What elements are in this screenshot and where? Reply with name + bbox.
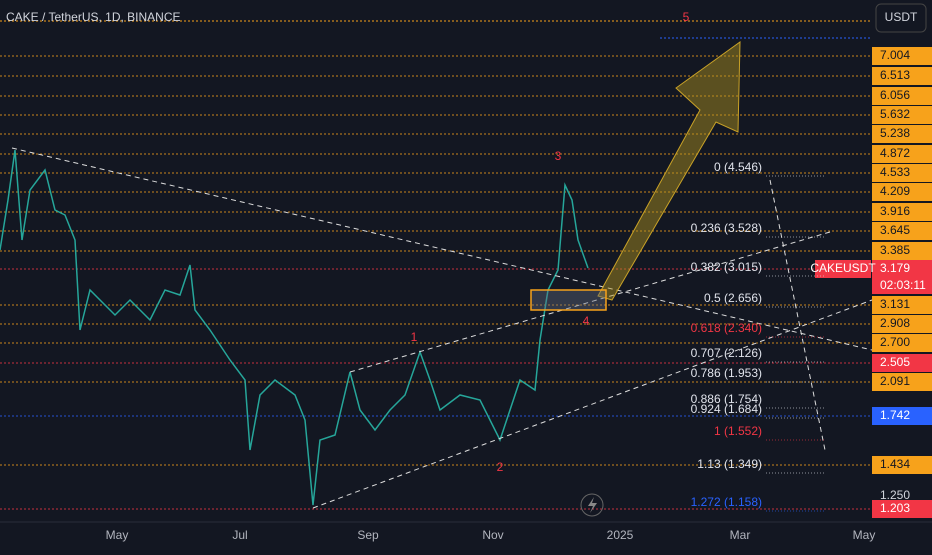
price-tag	[872, 67, 932, 85]
price-tag	[872, 47, 932, 65]
symbol-tag-label: CAKEUSDT	[810, 261, 876, 275]
price-tag	[872, 125, 932, 143]
price-tag-label: 5.632	[880, 107, 910, 121]
price-tag	[872, 87, 932, 105]
lightning-glyph	[588, 497, 597, 513]
price-tag-label: 5.238	[880, 126, 910, 140]
fib-label: 0.924 (1.684)	[691, 402, 762, 416]
price-tag	[872, 373, 932, 391]
price-tag	[872, 242, 932, 260]
fib-label: 0.236 (3.528)	[691, 221, 762, 235]
price-tag	[872, 334, 932, 352]
fib-label: 0.5 (2.656)	[704, 291, 762, 305]
price-tag	[872, 296, 932, 314]
time-label: Mar	[730, 528, 751, 542]
price-tag-label: 2.908	[880, 316, 910, 330]
fib-label: 0.786 (1.953)	[691, 366, 762, 380]
wave-label: 5	[683, 10, 690, 24]
fib-label: 0 (4.546)	[714, 160, 762, 174]
symbol-title: CAKE / TetherUS, 1D, BINANCE	[6, 10, 181, 24]
time-label: Sep	[357, 528, 379, 542]
trendline	[11, 147, 873, 351]
price-tag	[872, 222, 932, 240]
fib-label: 1.272 (1.158)	[691, 495, 762, 509]
price-tag-label: 2.505	[880, 355, 910, 369]
wave-label: 3	[555, 149, 562, 163]
price-tag	[872, 203, 932, 221]
price-tag-label: 1.250	[880, 488, 910, 502]
channel-lower	[312, 299, 873, 509]
price-tag-label: 7.004	[880, 48, 910, 62]
lightning-icon[interactable]	[580, 493, 604, 517]
fib-label: 0.707 (2.126)	[691, 346, 762, 360]
channel-upper	[349, 231, 831, 373]
price-tag-label: 2.091	[880, 374, 910, 388]
price-tag-label: 3.179	[880, 261, 910, 275]
level-lines	[0, 20, 872, 510]
price-tag	[872, 354, 932, 372]
price-tag	[872, 106, 932, 124]
price-tag-label: 3.645	[880, 223, 910, 237]
countdown: 02:03:11	[880, 278, 926, 292]
price-tag-label: 3.131	[880, 297, 910, 311]
price-axis: 7.004 6.513 6.056 5.632 5.238 4.872 4.533 4.209…	[810, 47, 932, 518]
fib-diagonal	[769, 179, 826, 451]
price-path	[0, 149, 589, 506]
time-label: Nov	[482, 528, 503, 542]
price-tag-label: 4.209	[880, 184, 910, 198]
price-tag	[872, 145, 932, 163]
price-tag	[872, 315, 932, 333]
projection-arrow	[597, 41, 741, 301]
currency-button[interactable]	[875, 3, 927, 33]
price-tag	[872, 500, 932, 518]
wave-label: 1	[411, 330, 418, 344]
price-tag-label: 1.742	[880, 408, 910, 422]
price-tag	[872, 456, 932, 474]
price-tag-label: 6.513	[880, 68, 910, 82]
wave-label: 4	[583, 314, 590, 328]
price-tag	[872, 407, 932, 425]
price-tag-label: 3.385	[880, 243, 910, 257]
time-label: 2025	[607, 528, 634, 542]
wave-label: 2	[497, 460, 504, 474]
price-tag-label: 1.434	[880, 457, 910, 471]
fib-label: 0.618 (2.340)	[691, 321, 762, 335]
price-tag	[872, 183, 932, 201]
time-label: Jul	[232, 528, 247, 542]
price-tag-label: 2.700	[880, 335, 910, 349]
price-tag-label: 4.872	[880, 146, 910, 160]
price-tag-label: 6.056	[880, 88, 910, 102]
price-tag-label: 3.916	[880, 204, 910, 218]
fib-label: 0.382 (3.015)	[691, 260, 762, 274]
entry-zone	[530, 289, 607, 311]
fib-label: 1.13 (1.349)	[697, 457, 762, 471]
time-label: May	[853, 528, 876, 542]
price-tag-label: 1.203	[880, 501, 910, 515]
currency-label: USDT	[885, 10, 918, 24]
price-tag	[872, 164, 932, 182]
symbol-tag	[815, 260, 871, 278]
time-label: May	[106, 528, 129, 542]
price-tag-label: 4.533	[880, 165, 910, 179]
fib-label: 0.886 (1.754)	[691, 392, 762, 406]
price-tag	[872, 260, 932, 294]
fib-label: 1 (1.552)	[714, 424, 762, 438]
